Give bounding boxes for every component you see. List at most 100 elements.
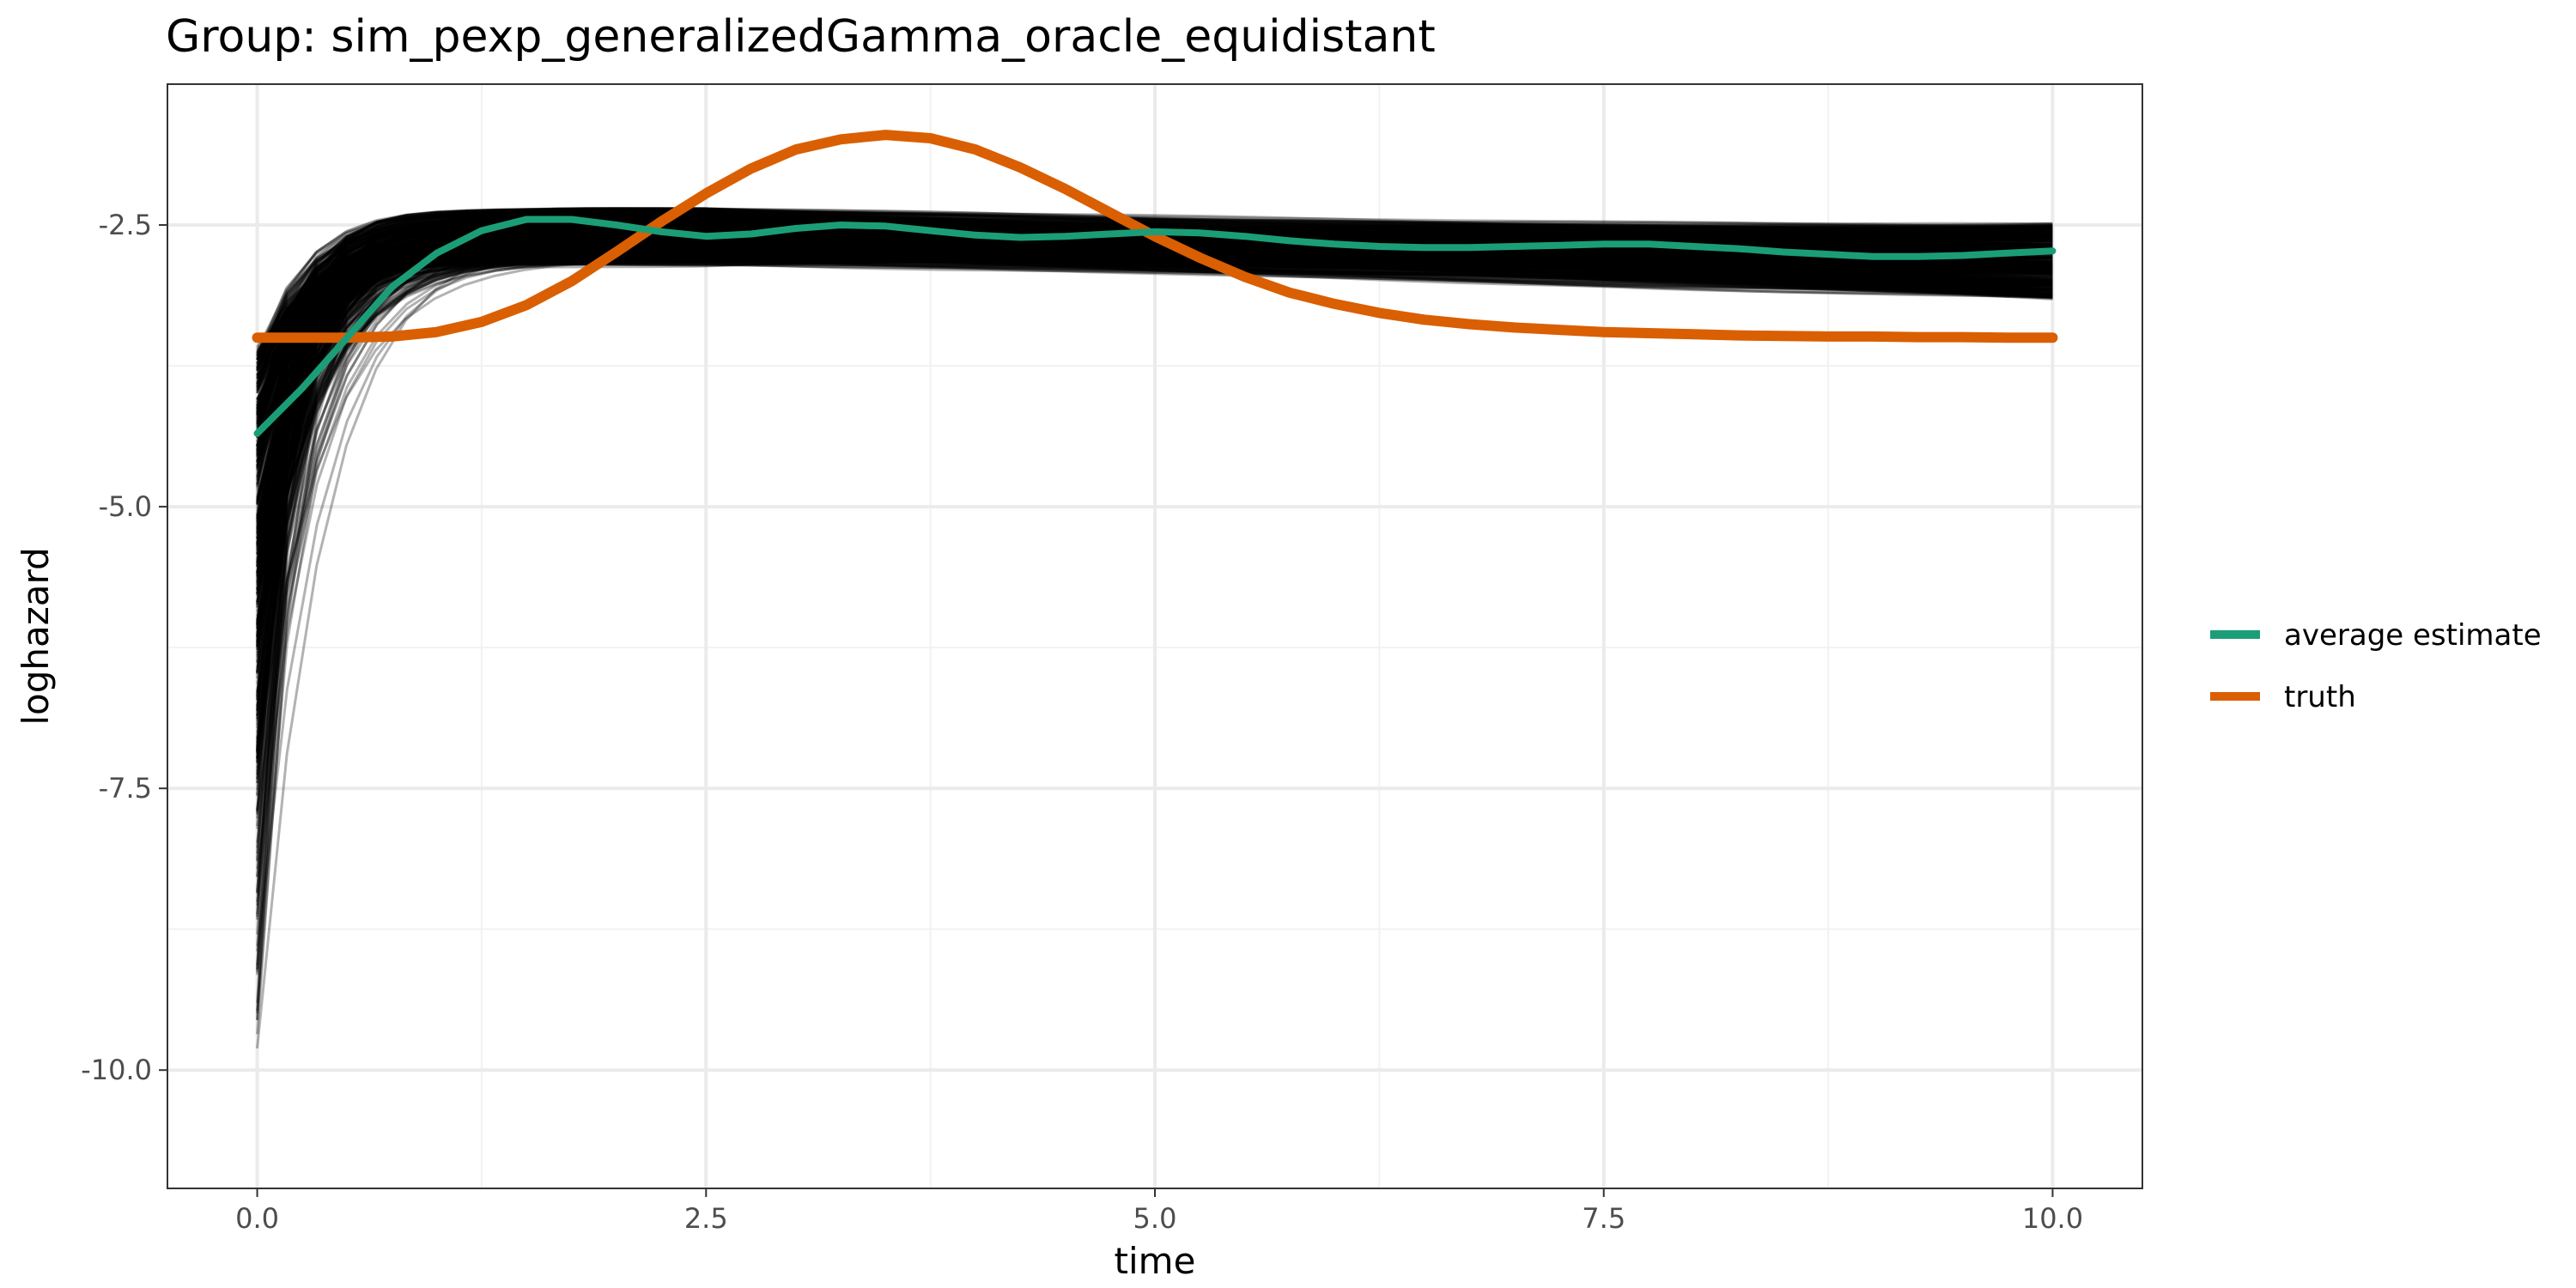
simulation-run-line xyxy=(256,207,2053,442)
simulation-run-line xyxy=(256,241,2002,392)
simulation-run-line xyxy=(256,246,2053,544)
simulation-run-line xyxy=(256,232,2053,581)
simulation-run-line xyxy=(256,241,2053,485)
simulation-run-line xyxy=(256,210,2034,487)
simulation-run-line xyxy=(256,246,2053,594)
simulation-run-line xyxy=(256,222,2053,382)
simulation-run-line xyxy=(256,228,2053,381)
simulation-run-line xyxy=(256,240,2053,471)
simulation-run-line xyxy=(256,258,2045,538)
simulation-run-line xyxy=(256,228,2053,457)
simulation-run-line xyxy=(256,238,2053,454)
simulation-run-line xyxy=(256,240,2053,758)
simulation-run-line xyxy=(256,235,2025,751)
simulation-run-line xyxy=(256,258,2053,524)
simulation-run-line xyxy=(256,232,2053,621)
simulation-run-line xyxy=(256,256,2053,516)
simulation-run-line xyxy=(256,243,2020,914)
y-tick-label: -10.0 xyxy=(81,1054,152,1086)
legend-label-truth: truth xyxy=(2284,680,2356,714)
simulation-run-line xyxy=(256,234,2053,780)
simulation-run-line xyxy=(256,209,2053,393)
simulation-run-line xyxy=(256,235,2053,673)
simulation-run-line xyxy=(256,234,2005,434)
simulation-run-line xyxy=(256,256,2027,519)
simulation-run-line xyxy=(256,235,2053,554)
simulation-run-line xyxy=(256,256,2053,716)
simulation-run-line xyxy=(256,253,2053,744)
simulation-run-line xyxy=(256,263,2053,500)
simulation-run-line xyxy=(256,242,2053,539)
simulation-run-line xyxy=(256,248,2053,416)
simulation-run-line xyxy=(256,235,2053,975)
simulation-run-line xyxy=(256,252,2053,586)
simulation-run-line xyxy=(256,209,2053,596)
simulation-run-line xyxy=(256,253,2053,608)
simulation-run-line xyxy=(256,243,2053,361)
simulation-run-line xyxy=(256,257,2053,501)
simulation-run-line xyxy=(256,227,2053,536)
simulation-run-line xyxy=(256,225,2053,693)
simulation-run-line xyxy=(256,234,2053,360)
simulation-run-line xyxy=(256,262,2053,429)
simulation-run-line xyxy=(256,226,2039,580)
simulation-run-line xyxy=(256,251,2053,630)
y-axis: -2.5 -5.0 -7.5 -10.0 xyxy=(81,209,167,1086)
simulation-run-line xyxy=(256,263,2053,436)
simulation-run-line xyxy=(256,248,2053,606)
x-tick-label: 10.0 xyxy=(2022,1202,2083,1235)
simulation-run-line xyxy=(256,230,2053,522)
simulation-run-line xyxy=(256,223,2053,576)
simulation-run-line xyxy=(256,233,2053,545)
simulation-run-line xyxy=(256,239,2053,648)
simulation-run-line xyxy=(256,231,2053,543)
x-axis-title: time xyxy=(1115,1240,1196,1282)
simulation-run-line xyxy=(256,221,2053,815)
simulation-run-line xyxy=(256,238,2053,414)
x-tick-label: 5.0 xyxy=(1133,1202,1177,1235)
simulation-run-line xyxy=(256,231,2053,477)
simulation-run-line xyxy=(256,221,2053,539)
simulation-run-line xyxy=(256,253,2017,536)
y-tick-label: -7.5 xyxy=(99,772,152,805)
simulation-run-line xyxy=(256,250,2053,369)
simulation-run-line xyxy=(256,251,2048,364)
simulation-run-line xyxy=(256,257,2049,352)
simulation-run-line xyxy=(256,254,2019,574)
simulation-run-line xyxy=(256,233,2028,545)
simulation-run-line xyxy=(256,212,2052,700)
simulation-run-line xyxy=(256,254,2014,495)
simulation-run-line xyxy=(256,240,2005,462)
simulation-run-line xyxy=(256,234,2053,447)
simulation-run-line xyxy=(256,221,2053,728)
simulation-run-line xyxy=(256,248,2053,597)
simulation-run-line xyxy=(256,241,2053,450)
simulation-run-line xyxy=(256,248,2053,744)
simulation-run-line xyxy=(256,246,2053,376)
chart-title: Group: sim_pexp_generalizedGamma_oracle_… xyxy=(166,11,1436,63)
simulation-run-line xyxy=(256,228,2053,392)
simulation-run-line xyxy=(256,230,2053,526)
simulation-run-line xyxy=(256,209,2053,638)
simulation-run-line xyxy=(256,240,2053,549)
x-tick-label: 2.5 xyxy=(684,1202,728,1235)
simulation-run-line xyxy=(256,259,2008,762)
simulation-run-line xyxy=(256,255,2053,539)
simulation-run-line xyxy=(256,236,2053,356)
simulation-run-line xyxy=(256,213,2053,574)
simulation-run-line xyxy=(256,232,2053,555)
simulation-run-line xyxy=(256,253,2053,354)
simulation-run-line xyxy=(256,254,2053,485)
simulation-run-line xyxy=(256,234,2039,482)
simulation-run-line xyxy=(256,250,2053,534)
simulation-run-line xyxy=(256,223,2053,439)
simulation-run-line xyxy=(256,229,2053,427)
simulation-run-line xyxy=(256,244,2053,869)
simulation-run-line xyxy=(256,255,2053,486)
simulation-run-line xyxy=(256,230,2053,407)
x-axis: 0.0 2.5 5.0 7.5 10.0 xyxy=(235,1188,2083,1235)
simulation-run-line xyxy=(256,234,2020,419)
simulation-run-line xyxy=(256,260,2053,425)
simulation-run-line xyxy=(256,234,2013,720)
